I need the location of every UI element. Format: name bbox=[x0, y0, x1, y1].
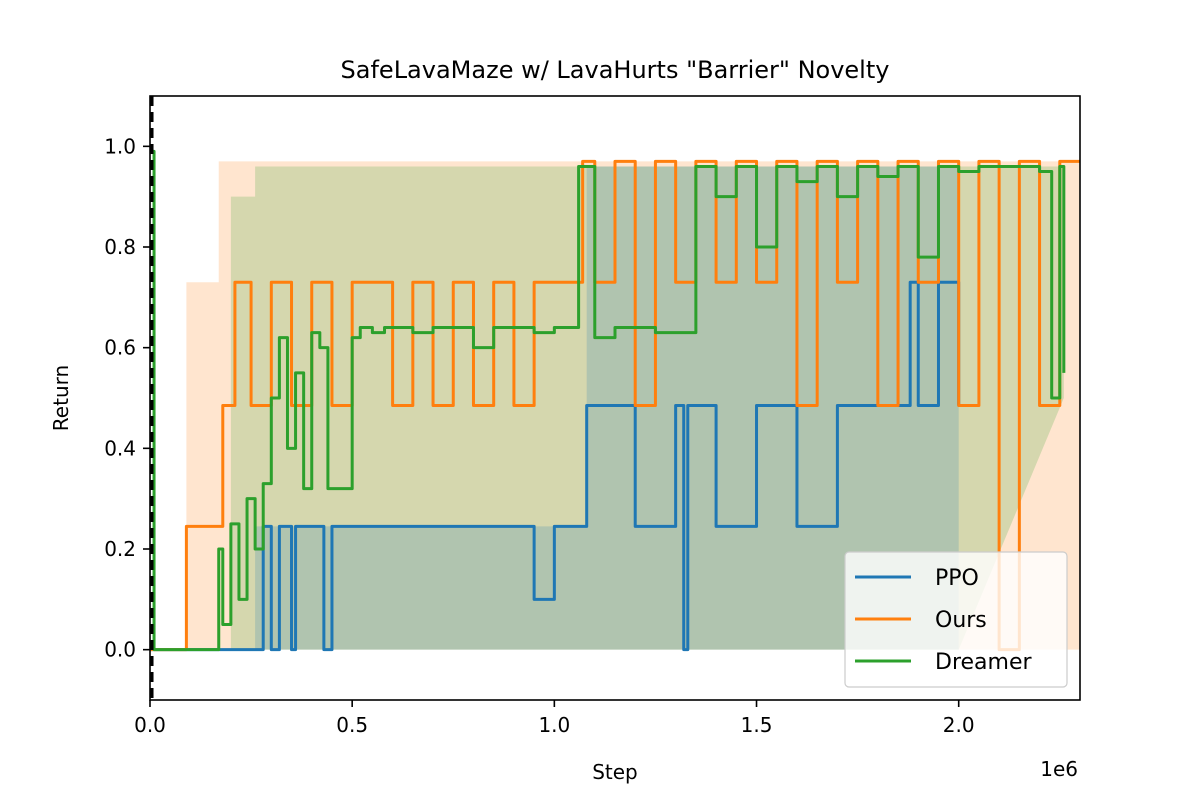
y-tick-label: 0.0 bbox=[104, 638, 136, 662]
plot-area bbox=[150, 149, 1080, 652]
chart-title: SafeLavaMaze w/ LavaHurts "Barrier" Nove… bbox=[341, 56, 890, 84]
band-dreamer bbox=[230, 166, 1064, 650]
axes-frame bbox=[149, 95, 1081, 701]
legend-box bbox=[844, 551, 1068, 688]
x-tick-label: 2.0 bbox=[943, 713, 975, 737]
legend-label-dreamer: Dreamer bbox=[935, 650, 1032, 675]
x-tick-label: 0.0 bbox=[134, 713, 166, 737]
y-tick-label: 0.8 bbox=[104, 235, 136, 259]
legend-label-ours: Ours bbox=[935, 608, 987, 633]
x-tick-label: 1.5 bbox=[741, 713, 773, 737]
x-tick-label: 0.5 bbox=[336, 713, 368, 737]
band-ppo bbox=[255, 166, 959, 650]
series-line-dreamer bbox=[150, 149, 1066, 652]
x-axis-title: Step bbox=[592, 760, 638, 784]
legend: PPO Ours Dreamer bbox=[844, 551, 1068, 688]
y-tick-label: 0.4 bbox=[104, 436, 136, 460]
y-tick-label: 0.2 bbox=[104, 537, 136, 561]
x-axis-offset-label: 1e6 bbox=[1040, 757, 1078, 781]
y-tick-label: 0.6 bbox=[104, 336, 136, 360]
x-tick-label: 1.0 bbox=[538, 713, 570, 737]
y-axis-title: Return bbox=[49, 365, 73, 431]
series-line-ppo bbox=[150, 280, 961, 652]
y-tick-label: 1.0 bbox=[104, 134, 136, 158]
legend-label-ppo: PPO bbox=[935, 566, 979, 591]
